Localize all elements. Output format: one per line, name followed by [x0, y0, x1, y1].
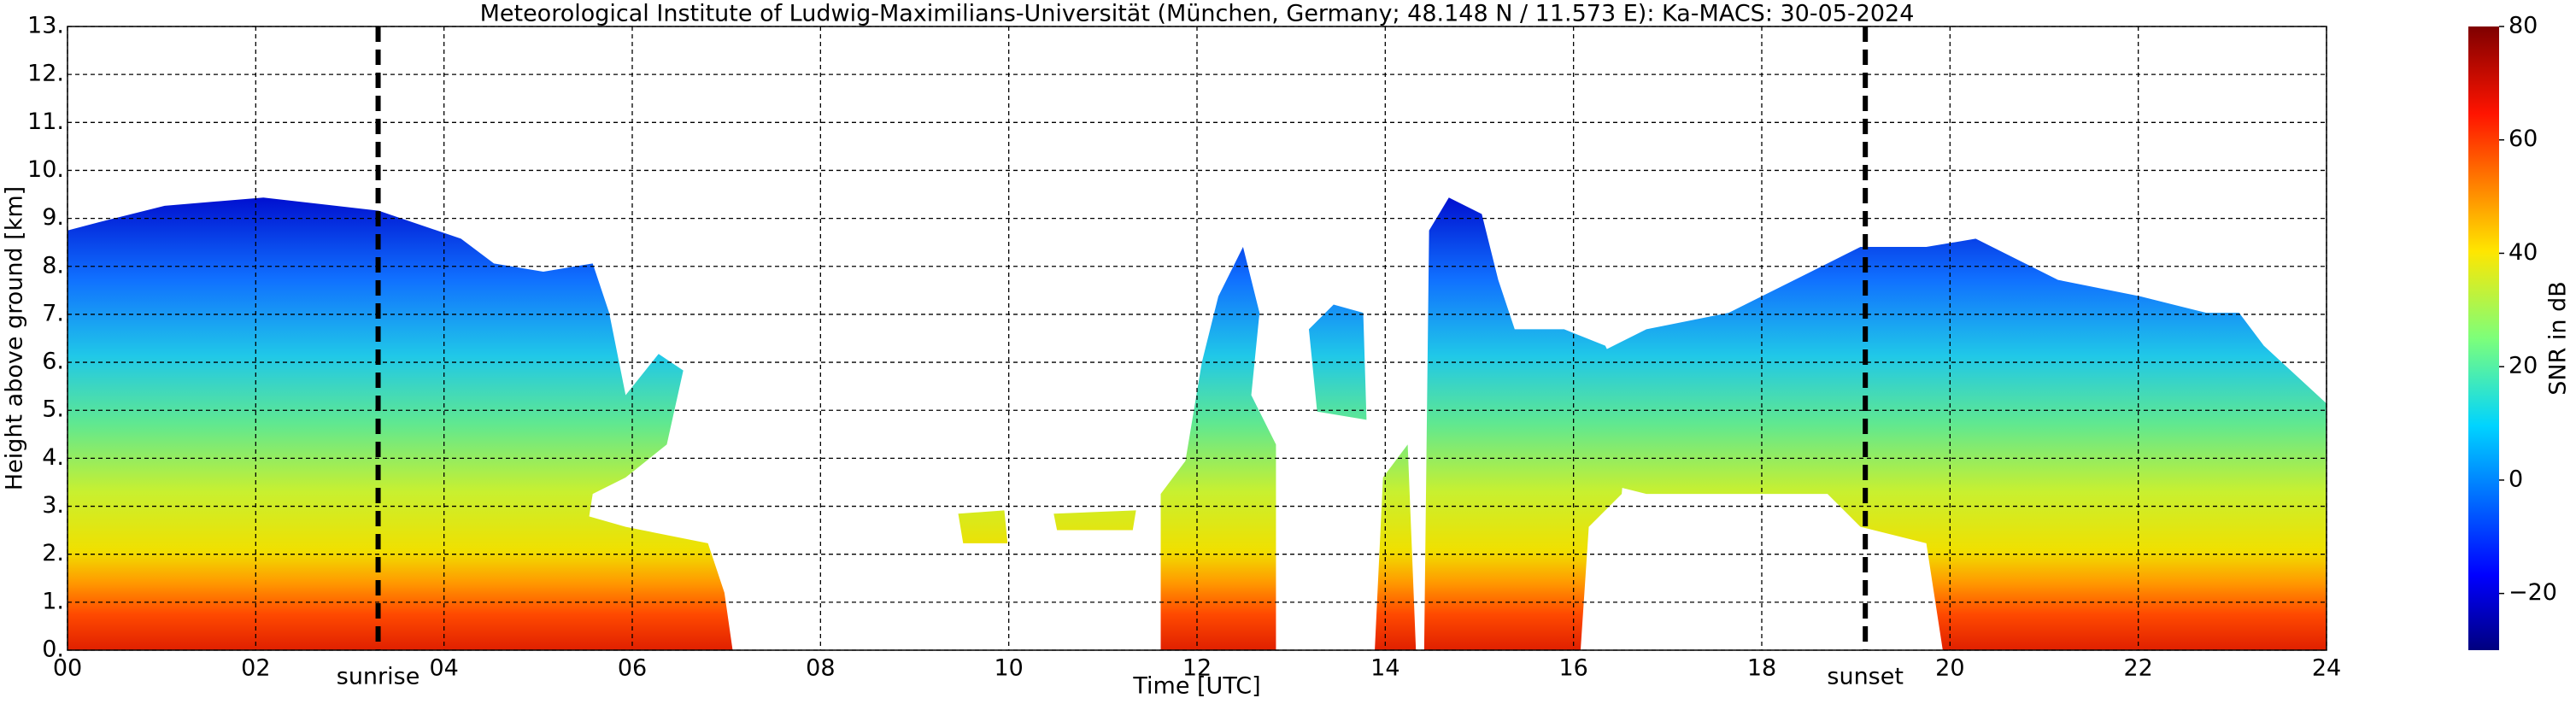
y-tick-label: 7. [42, 300, 64, 326]
colorbar-tick-label: 80 [2509, 13, 2538, 39]
colorbar-tick-label: 0 [2509, 466, 2523, 492]
y-tick-label: 9. [42, 204, 64, 231]
y-tick-label: 3. [42, 492, 64, 519]
y-tick-label: 12. [27, 61, 64, 87]
y-tick-label: 11. [27, 109, 64, 135]
x-tick-label: 16 [1558, 655, 1587, 682]
x-tick-label: 22 [2123, 655, 2152, 682]
cloud [560, 510, 733, 651]
cloud [1375, 444, 1417, 651]
cloud [1053, 510, 1136, 531]
x-tick-label: 02 [241, 655, 270, 682]
x-tick-label: 04 [429, 655, 458, 682]
chart-title: Meteorological Institute of Ludwig-Maxim… [480, 1, 1915, 27]
cloud [67, 197, 684, 651]
x-tick-label: 14 [1370, 655, 1399, 682]
colorbar-tick-label: 60 [2509, 126, 2538, 152]
cloud [958, 510, 1008, 543]
cloud [1580, 238, 2327, 651]
event-label: sunset [1827, 664, 1904, 690]
x-tick-label: 20 [1935, 655, 1964, 682]
x-tick-label: 08 [806, 655, 835, 682]
x-tick-label: 06 [618, 655, 647, 682]
y-tick-label: 4. [42, 444, 64, 471]
y-tick-label: 6. [42, 349, 64, 375]
y-tick-label: 13. [27, 13, 64, 39]
colorbar-tick-label: 40 [2509, 239, 2538, 266]
colorbar-label: SNR in dB [2545, 281, 2572, 396]
y-axis-label: Height above ground [km] [2, 186, 28, 490]
cloud [1160, 247, 1276, 651]
colorbar [2468, 26, 2499, 650]
x-tick-label: 10 [994, 655, 1023, 682]
y-tick-label: 8. [42, 252, 64, 279]
x-tick-label: 18 [1747, 655, 1776, 682]
x-tick-label: 12 [1182, 655, 1212, 682]
y-tick-label: 0. [42, 637, 64, 663]
y-tick-label: 1. [42, 588, 64, 614]
y-tick-label: 2. [42, 540, 64, 566]
y-tick-label: 10. [27, 156, 64, 183]
colorbar-tick-label: −20 [2509, 579, 2557, 606]
event-label: sunrise [337, 664, 420, 690]
x-tick-label: 24 [2312, 655, 2341, 682]
x-tick-label: 00 [53, 655, 82, 682]
radar-field [67, 197, 2327, 651]
x-axis-label: Time [UTC] [1132, 673, 1260, 700]
colorbar-tick-label: 20 [2509, 353, 2538, 379]
y-tick-label: 5. [42, 396, 64, 423]
plot-frame [67, 26, 2327, 651]
cloud [1423, 197, 1630, 651]
